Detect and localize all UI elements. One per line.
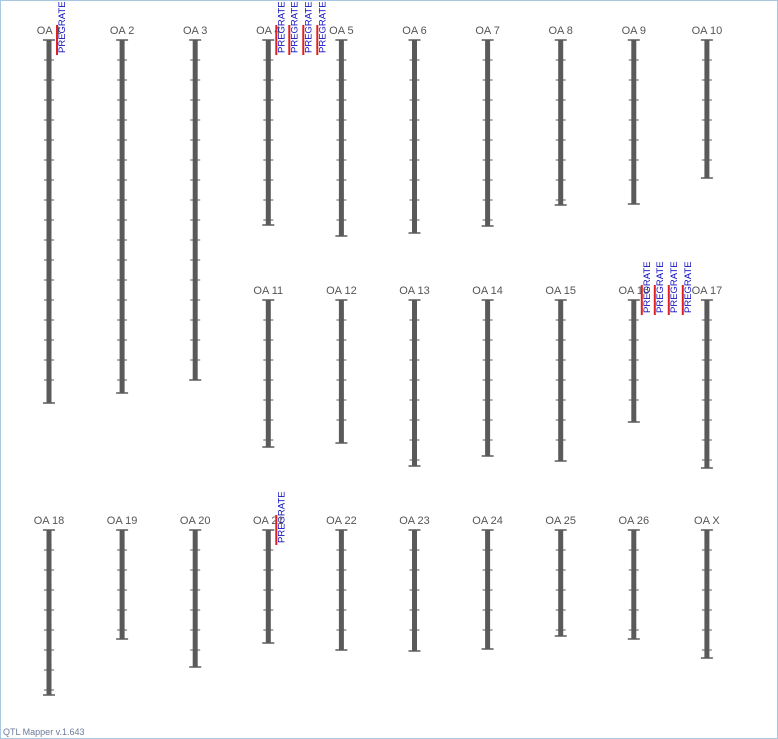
chromosome-bar xyxy=(631,530,637,639)
chromosome-label: OA 15 xyxy=(545,285,576,297)
chromosome-bar xyxy=(412,40,417,233)
chromosome-bar xyxy=(46,530,52,695)
chromosome-bar xyxy=(558,530,564,636)
chromosome-bar xyxy=(485,40,491,226)
chromosome-bar xyxy=(46,40,52,403)
chromosome-label: OA 24 xyxy=(472,515,503,527)
chromosome-label: OA 14 xyxy=(472,285,503,297)
chromosome-bar xyxy=(704,300,710,468)
chromosome-label: OA 6 xyxy=(402,25,426,37)
chromosome-label: OA 2 xyxy=(110,25,134,37)
chromosome-label: OA 8 xyxy=(548,25,572,37)
footer: QTL Mapper v.1.643 xyxy=(3,727,85,737)
chromosome-label: OA 4 xyxy=(256,25,280,37)
chromosome-bar xyxy=(631,40,637,204)
chromosome-bar xyxy=(119,530,125,639)
chromosome-bar xyxy=(265,40,271,225)
chromosome-label: OA 11 xyxy=(253,285,283,297)
chromosome-bar xyxy=(704,530,710,658)
qtl-label: PREGRATE xyxy=(276,1,287,53)
chromosome-label: OA X xyxy=(694,515,720,527)
qtl-label: PREGRATE xyxy=(289,1,300,53)
chromosome-label: OA 12 xyxy=(326,285,357,297)
chromosome-label: OA 26 xyxy=(619,515,650,527)
chromosome-bar xyxy=(338,300,344,443)
qtl-label: PREGRATE xyxy=(276,491,287,543)
chromosome-bar xyxy=(704,40,710,178)
qtl-label: PREGRATE xyxy=(57,1,68,53)
qtl-label: PREGRATE xyxy=(303,1,314,53)
chromosome-bar xyxy=(192,40,198,380)
chromosome-label: OA 9 xyxy=(622,25,646,37)
chromosome-label: OA 17 xyxy=(692,285,723,297)
chromosome-bar xyxy=(558,40,564,205)
qtl-label: PREGRATE xyxy=(317,1,328,53)
chromosome-bar xyxy=(265,530,271,643)
qtl-label: PREGRATE xyxy=(642,261,653,313)
chromosome-label: OA 25 xyxy=(545,515,576,527)
chromosome-label: OA 13 xyxy=(399,285,430,297)
chromosome-bar xyxy=(412,300,417,466)
chromosome-label: OA 23 xyxy=(399,515,430,527)
chromosome-label: OA 10 xyxy=(692,25,723,37)
chromosome-label: OA 7 xyxy=(475,25,499,37)
chromosome-label: OA 19 xyxy=(107,515,138,527)
qtl-label: PREGRATE xyxy=(683,261,694,313)
qtl-label: PREGRATE xyxy=(655,261,666,313)
chromosome-bar xyxy=(338,40,344,236)
chromosome-label: OA 20 xyxy=(180,515,211,527)
chromosome-label: OA 1 xyxy=(37,25,61,37)
chromosome-label: OA 3 xyxy=(183,25,207,37)
chromosome-bar xyxy=(192,530,198,667)
chromosome-bar xyxy=(485,300,491,456)
chromosome-label: OA 18 xyxy=(34,515,65,527)
chromosome-label: OA 22 xyxy=(326,515,357,527)
chromosome-bar xyxy=(265,300,271,447)
chromosome-bar xyxy=(119,40,125,393)
chromosome-bar xyxy=(631,300,637,422)
chromosome-label: OA 5 xyxy=(329,25,353,37)
qtl-label: PREGRATE xyxy=(669,261,680,313)
